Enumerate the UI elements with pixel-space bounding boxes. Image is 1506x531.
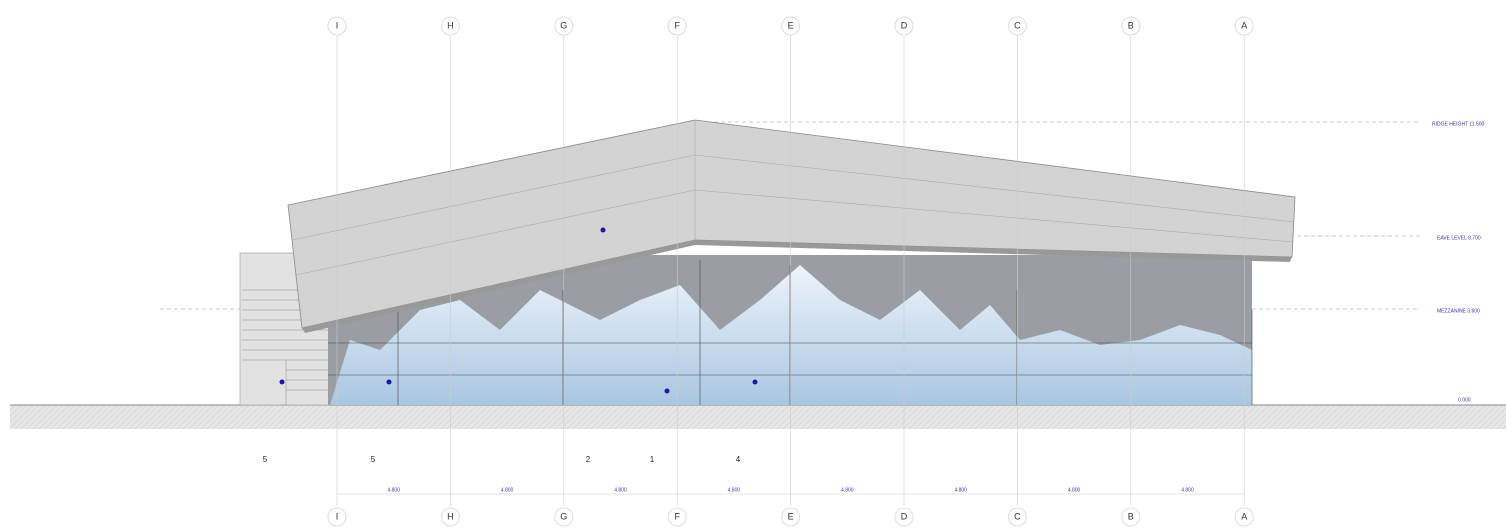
grid-label: H — [447, 20, 454, 30]
grid-label: F — [674, 20, 680, 30]
grid-label: G — [560, 511, 567, 521]
annotations: I H G F E D C B A I H G F E D C B A 4.800 4.800 4.800 4.800 4.… — [263, 16, 1485, 527]
grid-bubble — [554, 16, 574, 36]
grid-bubble — [1234, 507, 1254, 527]
callout-label: 5 — [263, 455, 268, 464]
dimension-label: 4.800 — [1068, 487, 1081, 493]
grid-label: D — [901, 20, 908, 30]
markers — [279, 227, 758, 394]
dimension-label: 4.800 — [954, 487, 967, 493]
grid-bubble — [1007, 16, 1027, 36]
grid-bubble — [1234, 16, 1254, 36]
grid-label: F — [674, 511, 680, 521]
grid-label: I — [336, 20, 339, 30]
grid-label: H — [447, 511, 454, 521]
dimension-label: 4.800 — [841, 487, 854, 493]
grid-bubble — [1121, 507, 1141, 527]
grid-label: I — [336, 511, 339, 521]
grid-label: A — [1241, 20, 1247, 30]
callout-label: 2 — [586, 455, 591, 464]
grid-label: E — [788, 511, 794, 521]
level-label: 0.000 — [1458, 397, 1471, 403]
callout-label: 5 — [371, 455, 376, 464]
grid-label: C — [1014, 20, 1021, 30]
grid-bubble — [894, 16, 914, 36]
grid-bubble — [781, 507, 801, 527]
dimension-label: 4.800 — [387, 487, 400, 493]
grid-bubble — [327, 507, 347, 527]
grid-bubble — [554, 507, 574, 527]
level-label: RIDGE HEIGHT 11.500 — [1432, 121, 1485, 127]
grid-label: A — [1241, 511, 1247, 521]
grid-label: G — [560, 20, 567, 30]
grid-label: B — [1128, 20, 1134, 30]
callout-label: 1 — [650, 455, 655, 464]
dimension-label: 4.800 — [728, 487, 741, 493]
grid-bubble — [1121, 16, 1141, 36]
roof — [287, 119, 1296, 333]
grid-bubble — [667, 16, 687, 36]
grid-bubble — [1007, 507, 1027, 527]
grid-bubble — [667, 507, 687, 527]
level-label: MEZZANINE 3.600 — [1437, 308, 1480, 314]
grid-bubble — [440, 16, 460, 36]
level-label: EAVE LEVEL 8.700 — [1437, 235, 1481, 241]
dimension-label: 4.800 — [614, 487, 627, 493]
grid-label: D — [901, 511, 908, 521]
dimension-label: 4.800 — [501, 487, 514, 493]
grid-bubble — [327, 16, 347, 36]
grid-bubble — [894, 507, 914, 527]
grid-label: E — [788, 20, 794, 30]
grid-bubble — [781, 16, 801, 36]
callout-label: 4 — [736, 455, 741, 464]
grid-label: C — [1014, 511, 1021, 521]
dimension-label: 4.800 — [1181, 487, 1194, 493]
ground — [10, 404, 1506, 429]
grid-bubble — [440, 507, 460, 527]
grid-label: B — [1128, 511, 1134, 521]
